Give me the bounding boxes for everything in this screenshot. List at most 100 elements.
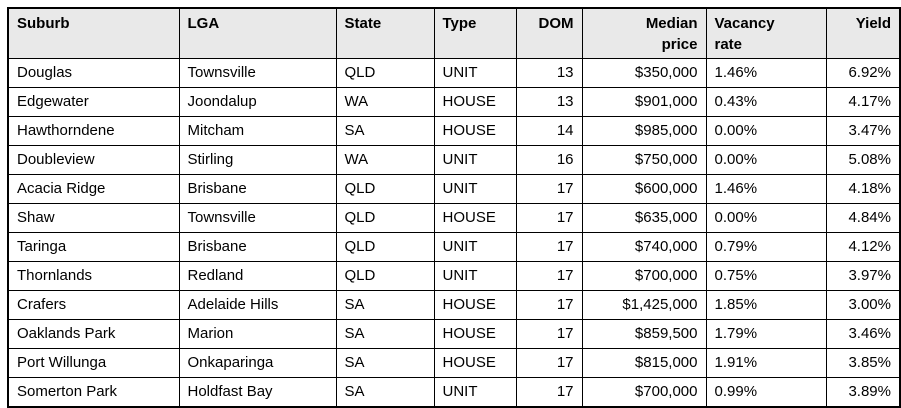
- table-cell: UNIT: [433, 231, 517, 262]
- table-cell: QLD: [335, 57, 435, 88]
- table-cell: 1.79%: [705, 318, 827, 349]
- table-cell: $700,000: [581, 260, 707, 291]
- table-row: Shaw Townsville QLD HOUSE 17 $635,000 0.00% 4.8…: [7, 202, 901, 233]
- table-cell: 17: [515, 231, 583, 262]
- column-header-state: State: [335, 7, 435, 59]
- column-header-dom: DOM: [515, 7, 583, 59]
- table-cell: 17: [515, 289, 583, 320]
- table-cell: SA: [335, 347, 435, 378]
- table-cell: 5.08%: [825, 144, 901, 175]
- table-cell: Acacia Ridge: [7, 173, 180, 204]
- table-cell: 1.85%: [705, 289, 827, 320]
- table-row: Douglas Townsville QLD UNIT 13 $350,000 1.46% 6…: [7, 57, 901, 88]
- table-cell: Oaklands Park: [7, 318, 180, 349]
- table-cell: 0.79%: [705, 231, 827, 262]
- table-cell: Edgewater: [7, 86, 180, 117]
- table-row: Thornlands Redland QLD UNIT 17 $700,000 0.75% 3…: [7, 260, 901, 291]
- table-cell: Marion: [178, 318, 337, 349]
- column-header-yield: Yield: [825, 7, 901, 59]
- table-body: Douglas Townsville QLD UNIT 13 $350,000 1.46% 6…: [7, 57, 901, 407]
- table-cell: Joondalup: [178, 86, 337, 117]
- table-row: Port Willunga Onkaparinga SA HOUSE 17 $815,00…: [7, 347, 901, 378]
- table-cell: Stirling: [178, 144, 337, 175]
- table-cell: 1.91%: [705, 347, 827, 378]
- table-cell: Port Willunga: [7, 347, 180, 378]
- table-cell: Douglas: [7, 57, 180, 88]
- table-cell: Shaw: [7, 202, 180, 233]
- table-cell: 13: [515, 86, 583, 117]
- column-header-suburb: Suburb: [7, 7, 180, 59]
- table-cell: $635,000: [581, 202, 707, 233]
- table-cell: SA: [335, 115, 435, 146]
- table-cell: $901,000: [581, 86, 707, 117]
- table-cell: 0.00%: [705, 202, 827, 233]
- table-row: Hawthorndene Mitcham SA HOUSE 14 $985,000 0.00…: [7, 115, 901, 146]
- table-cell: Hawthorndene: [7, 115, 180, 146]
- table-cell: 17: [515, 173, 583, 204]
- table-cell: Thornlands: [7, 260, 180, 291]
- table-cell: UNIT: [433, 173, 517, 204]
- table-cell: QLD: [335, 231, 435, 262]
- column-header-type: Type: [433, 7, 517, 59]
- table-cell: HOUSE: [433, 202, 517, 233]
- table-cell: $350,000: [581, 57, 707, 88]
- column-header-lga: LGA: [178, 7, 337, 59]
- table-cell: Taringa: [7, 231, 180, 262]
- table-cell: Brisbane: [178, 173, 337, 204]
- table-cell: UNIT: [433, 144, 517, 175]
- table-row: Acacia Ridge Brisbane QLD UNIT 17 $600,000 1.4…: [7, 173, 901, 204]
- table-row: Taringa Brisbane QLD UNIT 17 $740,000 0.79% 4.1…: [7, 231, 901, 262]
- column-header-median-price: Median price: [581, 7, 707, 59]
- table-cell: 17: [515, 347, 583, 378]
- table-row: Edgewater Joondalup WA HOUSE 13 $901,000 0.43%…: [7, 86, 901, 117]
- table-cell: 3.46%: [825, 318, 901, 349]
- table-cell: 17: [515, 260, 583, 291]
- table-cell: 16: [515, 144, 583, 175]
- header-row: Suburb LGA State Type DOM Median price Vacancy…: [7, 7, 901, 59]
- table-cell: 14: [515, 115, 583, 146]
- table-cell: Brisbane: [178, 231, 337, 262]
- table-cell: UNIT: [433, 57, 517, 88]
- table-cell: Somerton Park: [7, 376, 180, 407]
- table-cell: HOUSE: [433, 115, 517, 146]
- table-cell: 4.17%: [825, 86, 901, 117]
- table-cell: UNIT: [433, 260, 517, 291]
- table-cell: HOUSE: [433, 318, 517, 349]
- table-cell: 3.47%: [825, 115, 901, 146]
- table-cell: QLD: [335, 173, 435, 204]
- table-cell: Crafers: [7, 289, 180, 320]
- table-cell: UNIT: [433, 376, 517, 407]
- table-cell: HOUSE: [433, 289, 517, 320]
- table-cell: Doubleview: [7, 144, 180, 175]
- table-cell: 6.92%: [825, 57, 901, 88]
- table-cell: Townsville: [178, 57, 337, 88]
- table-cell: 3.85%: [825, 347, 901, 378]
- table-cell: 17: [515, 202, 583, 233]
- table-cell: Redland: [178, 260, 337, 291]
- table-cell: 3.89%: [825, 376, 901, 407]
- table-cell: $740,000: [581, 231, 707, 262]
- table-cell: 0.00%: [705, 115, 827, 146]
- table-cell: 4.84%: [825, 202, 901, 233]
- table-cell: 1.46%: [705, 173, 827, 204]
- table-cell: $1,425,000: [581, 289, 707, 320]
- table-cell: 0.00%: [705, 144, 827, 175]
- table-cell: HOUSE: [433, 347, 517, 378]
- table-cell: $815,000: [581, 347, 707, 378]
- table-cell: $985,000: [581, 115, 707, 146]
- table-cell: $859,500: [581, 318, 707, 349]
- table-row: Crafers Adelaide Hills SA HOUSE 17 $1,425,000…: [7, 289, 901, 320]
- table-cell: HOUSE: [433, 86, 517, 117]
- property-table: Suburb LGA State Type DOM Median price Vacancy…: [7, 7, 901, 408]
- table-cell: SA: [335, 376, 435, 407]
- table-cell: 0.75%: [705, 260, 827, 291]
- table-cell: 17: [515, 376, 583, 407]
- column-header-vacancy-rate: Vacancy rate: [705, 7, 827, 59]
- table-cell: Adelaide Hills: [178, 289, 337, 320]
- table-cell: Townsville: [178, 202, 337, 233]
- table-row: Oaklands Park Marion SA HOUSE 17 $859,500 1.79…: [7, 318, 901, 349]
- table-cell: 0.43%: [705, 86, 827, 117]
- table-cell: 3.00%: [825, 289, 901, 320]
- table-cell: $700,000: [581, 376, 707, 407]
